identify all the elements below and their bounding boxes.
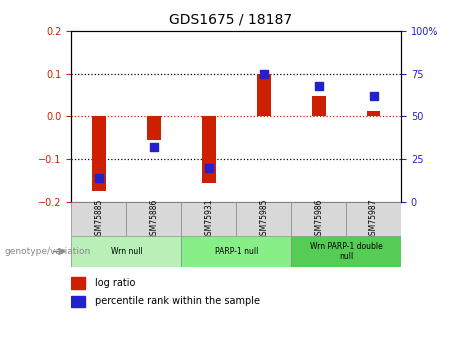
Text: percentile rank within the sample: percentile rank within the sample (95, 296, 260, 306)
Bar (147, 117, 161, 140)
Point (370, 93, 377, 99)
Bar (257, 74, 271, 117)
Text: GSM75986: GSM75986 (314, 198, 323, 240)
Bar (291, 236, 401, 267)
Point (95, 175, 103, 181)
Point (260, 71, 267, 77)
Bar (236, 202, 291, 236)
Bar (312, 96, 325, 117)
Bar (92, 117, 106, 191)
Text: PARP-1 null: PARP-1 null (214, 247, 258, 256)
Point (315, 83, 322, 88)
Text: GDS1675 / 18187: GDS1675 / 18187 (169, 12, 292, 26)
Text: Wrn null: Wrn null (111, 247, 142, 256)
Bar (126, 202, 181, 236)
Text: Wrn PARP-1 double
null: Wrn PARP-1 double null (310, 242, 383, 261)
Bar (346, 202, 401, 236)
Bar (202, 117, 216, 183)
Text: log ratio: log ratio (95, 278, 135, 287)
Text: GSM75931: GSM75931 (204, 198, 213, 240)
Bar (71, 236, 181, 267)
Bar (181, 202, 236, 236)
Point (205, 165, 213, 170)
Text: genotype/variation: genotype/variation (5, 247, 91, 256)
Bar (367, 111, 380, 117)
Point (150, 145, 158, 150)
Bar (71, 277, 85, 289)
Bar (71, 296, 85, 307)
Text: GSM75886: GSM75886 (149, 198, 159, 240)
Text: GSM75987: GSM75987 (369, 198, 378, 240)
Text: GSM75885: GSM75885 (95, 198, 103, 240)
Bar (181, 236, 291, 267)
Bar (291, 202, 346, 236)
Bar (71, 202, 126, 236)
Text: GSM75985: GSM75985 (259, 198, 268, 240)
